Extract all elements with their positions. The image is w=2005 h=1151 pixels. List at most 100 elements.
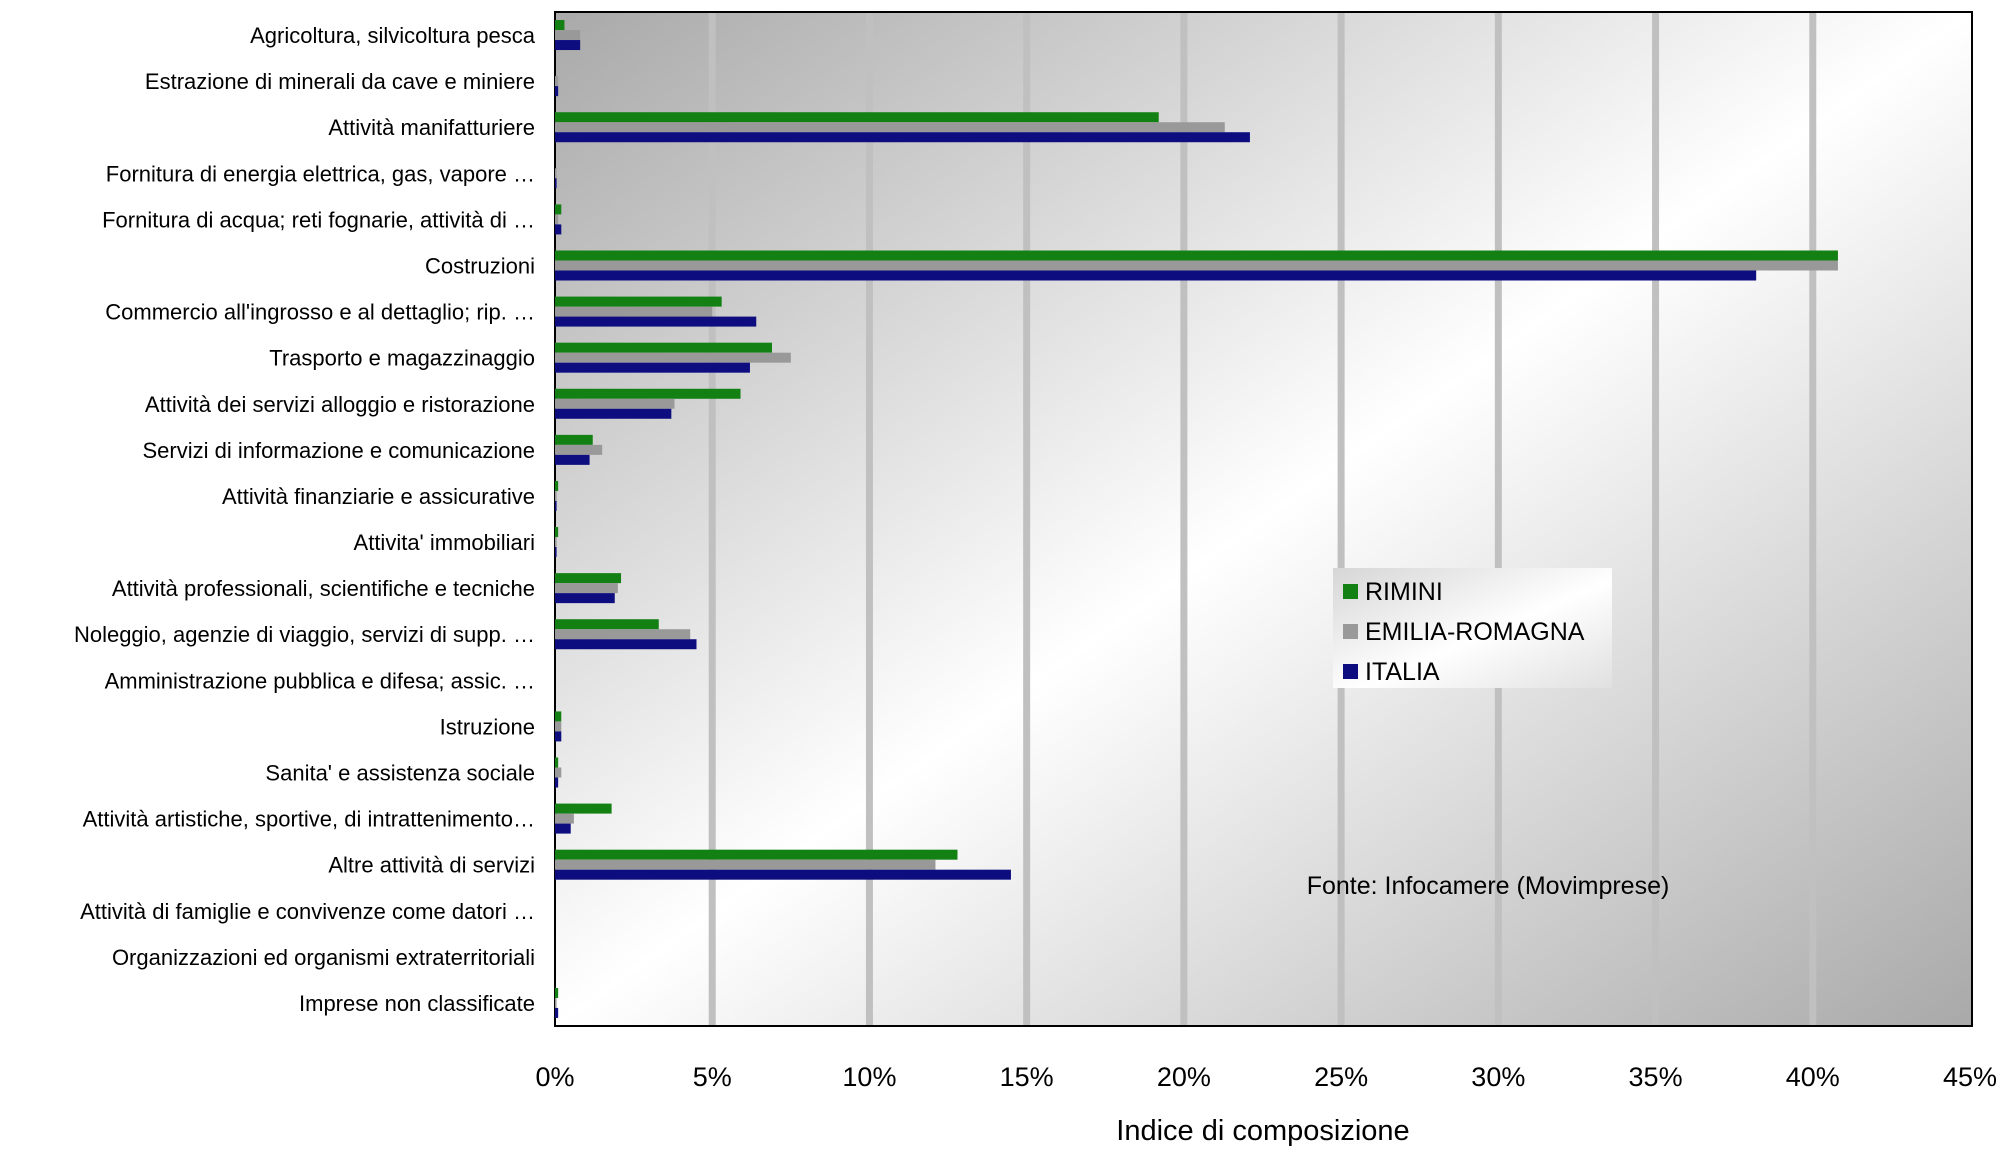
bar-rimini xyxy=(555,757,559,768)
category-label: Costruzioni xyxy=(425,254,535,279)
x-tick-label: 15% xyxy=(1000,1062,1054,1092)
bar-italia xyxy=(555,639,697,650)
bar-emilia-romagna xyxy=(555,30,581,41)
x-tick-labels: 0% 5% 10% 15% 20% 25% 30% 35% 40% 45% xyxy=(535,1062,1997,1092)
bar-emilia-romagna xyxy=(555,813,574,824)
legend-swatch xyxy=(1343,584,1358,599)
bar-rimini xyxy=(555,296,722,307)
legend-label: EMILIA-ROMAGNA xyxy=(1365,618,1585,646)
bar-italia xyxy=(555,86,559,97)
bar-italia xyxy=(555,224,562,235)
legend-label: ITALIA xyxy=(1365,658,1440,686)
bar-emilia-romagna xyxy=(555,260,1838,271)
bar-rimini xyxy=(555,388,741,399)
bar-emilia-romagna xyxy=(555,767,562,778)
bar-italia xyxy=(555,593,615,604)
x-axis-title: Indice di composizione xyxy=(1116,1115,1409,1146)
category-label: Attività dei servizi alloggio e ristoraz… xyxy=(145,392,535,417)
category-label: Attività di famiglie e convivenze come d… xyxy=(80,899,535,924)
bar-italia xyxy=(555,316,757,327)
bar-italia xyxy=(555,270,1757,281)
category-label: Attività finanziarie e assicurative xyxy=(222,484,535,509)
bar-emilia-romagna xyxy=(555,537,557,548)
bar-italia xyxy=(555,869,1011,880)
category-label: Estrazione di minerali da cave e miniere xyxy=(145,69,535,94)
category-label: Amministrazione pubblica e difesa; assic… xyxy=(105,668,535,693)
bar-rimini xyxy=(555,527,559,538)
x-tick-label: 25% xyxy=(1314,1062,1368,1092)
category-label: Commercio all'ingrosso e al dettaglio; r… xyxy=(105,300,535,325)
bar-emilia-romagna xyxy=(555,629,691,640)
bar-italia xyxy=(555,408,672,419)
bar-emilia-romagna xyxy=(555,490,557,501)
bar-emilia-romagna xyxy=(555,168,557,179)
bar-rimini xyxy=(555,619,659,630)
bar-emilia-romagna xyxy=(555,997,557,1008)
bar-emilia-romagna xyxy=(555,306,713,317)
bar-italia xyxy=(555,40,581,51)
bar-rimini xyxy=(555,803,612,814)
bar-emilia-romagna xyxy=(555,76,559,87)
bar-italia xyxy=(555,547,557,558)
bar-italia xyxy=(555,823,571,834)
bar-rimini xyxy=(555,250,1838,261)
x-tick-label: 20% xyxy=(1157,1062,1211,1092)
x-tick-label: 45% xyxy=(1943,1062,1997,1092)
bar-rimini xyxy=(555,112,1159,123)
category-label: Istruzione xyxy=(440,714,535,739)
x-tick-label: 5% xyxy=(693,1062,732,1092)
legend-swatch xyxy=(1343,664,1358,679)
legend-box xyxy=(1333,568,1612,688)
category-labels: Agricoltura, silvicoltura pesca Estrazion… xyxy=(74,23,536,1016)
x-tick-label: 0% xyxy=(535,1062,574,1092)
category-label: Agricoltura, silvicoltura pesca xyxy=(250,23,536,48)
category-label: Trasporto e magazzinaggio xyxy=(269,346,535,371)
bar-italia xyxy=(555,454,590,465)
bar-emilia-romagna xyxy=(555,721,562,732)
bars xyxy=(555,20,1838,1018)
bar-rimini xyxy=(555,987,559,998)
bar-italia xyxy=(555,178,557,189)
bar-rimini xyxy=(555,20,565,31)
x-tick-label: 30% xyxy=(1471,1062,1525,1092)
bar-rimini xyxy=(555,849,958,860)
bar-rimini xyxy=(555,342,772,353)
bar-italia xyxy=(555,500,557,511)
source-annotation: Fonte: Infocamere (Movimprese) xyxy=(1307,872,1670,900)
category-label: Attività professionali, scientifiche e t… xyxy=(112,576,535,601)
x-tick-label: 10% xyxy=(842,1062,896,1092)
category-label: Attività manifatturiere xyxy=(328,115,535,140)
bar-rimini xyxy=(555,573,622,584)
category-label: Fornitura di energia elettrica, gas, vap… xyxy=(106,161,535,186)
bar-rimini xyxy=(555,204,562,215)
bar-rimini xyxy=(555,480,559,491)
category-label: Noleggio, agenzie di viaggio, servizi di… xyxy=(74,622,535,647)
bar-emilia-romagna xyxy=(555,444,603,455)
bar-italia xyxy=(555,731,562,742)
category-label: Attività artistiche, sportive, di intrat… xyxy=(83,807,535,832)
bar-rimini xyxy=(555,711,562,722)
category-label: Altre attività di servizi xyxy=(328,853,535,878)
category-label: Fornitura di acqua; reti fognarie, attiv… xyxy=(102,207,535,232)
legend-label: RIMINI xyxy=(1365,578,1443,606)
category-label: Attivita' immobiliari xyxy=(354,530,535,555)
bar-emilia-romagna xyxy=(555,214,559,225)
bar-rimini xyxy=(555,434,593,445)
bar-emilia-romagna xyxy=(555,583,618,594)
legend-swatch xyxy=(1343,624,1358,639)
bar-emilia-romagna xyxy=(555,352,791,363)
bar-emilia-romagna xyxy=(555,122,1225,133)
category-label: Servizi di informazione e comunicazione xyxy=(142,438,535,463)
category-label: Imprese non classificate xyxy=(299,991,535,1016)
bar-emilia-romagna xyxy=(555,398,675,409)
x-tick-label: 35% xyxy=(1629,1062,1683,1092)
bar-italia xyxy=(555,362,750,373)
bar-italia xyxy=(555,1007,559,1018)
bar-italia xyxy=(555,132,1250,143)
bar-emilia-romagna xyxy=(555,859,936,870)
category-label: Sanita' e assistenza sociale xyxy=(265,761,535,786)
x-tick-label: 40% xyxy=(1786,1062,1840,1092)
bar-italia xyxy=(555,777,559,788)
